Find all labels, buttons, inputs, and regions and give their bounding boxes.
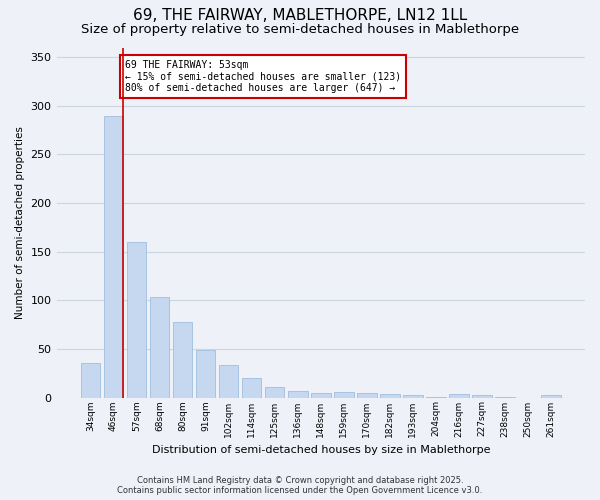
Text: 69 THE FAIRWAY: 53sqm
← 15% of semi-detached houses are smaller (123)
80% of sem: 69 THE FAIRWAY: 53sqm ← 15% of semi-deta…	[125, 60, 401, 93]
Bar	[127, 242, 146, 398]
Bar	[265, 387, 284, 398]
Bar	[380, 394, 400, 398]
Bar	[357, 392, 377, 398]
Bar	[219, 366, 238, 398]
Bar	[173, 322, 193, 398]
Bar	[80, 362, 100, 398]
Bar	[496, 396, 515, 398]
Bar	[403, 394, 423, 398]
Bar	[242, 378, 262, 398]
Bar	[149, 298, 169, 398]
Text: 69, THE FAIRWAY, MABLETHORPE, LN12 1LL: 69, THE FAIRWAY, MABLETHORPE, LN12 1LL	[133, 8, 467, 22]
Bar	[104, 116, 123, 398]
Text: Size of property relative to semi-detached houses in Mablethorpe: Size of property relative to semi-detach…	[81, 22, 519, 36]
Bar	[334, 392, 353, 398]
Bar	[449, 394, 469, 398]
Bar	[288, 390, 308, 398]
Bar	[541, 394, 561, 398]
Text: Contains HM Land Registry data © Crown copyright and database right 2025.
Contai: Contains HM Land Registry data © Crown c…	[118, 476, 482, 495]
Bar	[472, 394, 492, 398]
Bar	[311, 392, 331, 398]
Y-axis label: Number of semi-detached properties: Number of semi-detached properties	[15, 126, 25, 319]
Bar	[196, 350, 215, 398]
X-axis label: Distribution of semi-detached houses by size in Mablethorpe: Distribution of semi-detached houses by …	[152, 445, 490, 455]
Bar	[426, 396, 446, 398]
